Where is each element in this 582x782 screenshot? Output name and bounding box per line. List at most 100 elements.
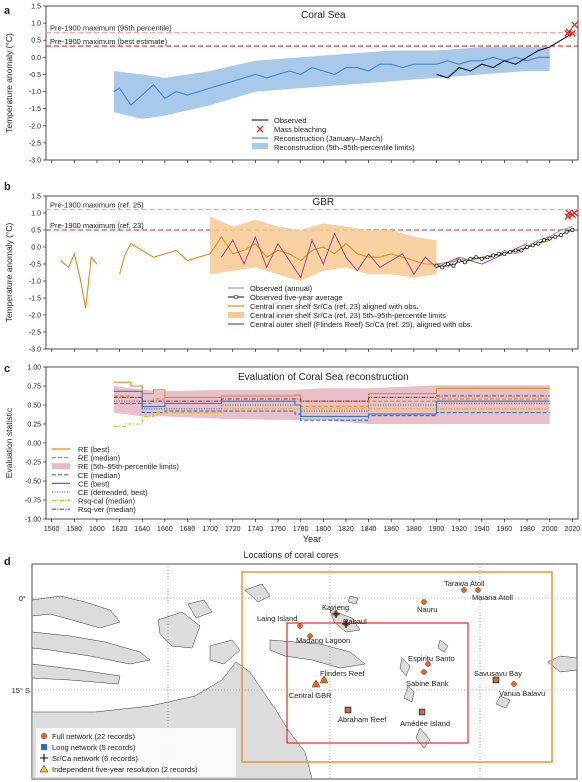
panel-title: GBR [312,197,334,208]
legend-label: RE (median) [78,454,121,463]
legend-key-srca [40,754,48,762]
y-tick-label: 0.00 [27,441,41,448]
five-year-point [485,255,490,260]
series-re-best- [113,381,550,402]
y-tick-label: 0.5 [31,38,41,45]
y-tick-label: -1.5 [29,296,41,303]
re-percentile-band [113,385,550,424]
land-mass [244,583,271,603]
x-tick-label: 2000 [542,526,558,533]
site-label: Laing Island [257,614,297,623]
site-label: Sabine Bank [406,679,449,688]
panel-letter: d [4,556,11,568]
srca-network-marker [332,610,340,618]
land-mass [31,631,151,665]
site-label: Maiana Atoll [472,593,513,602]
x-tick-label: 1960 [497,526,513,533]
series-re-median- [113,395,550,408]
y-tick-label: 0.5 [31,228,41,235]
site-label: Tarawa Atoll [444,579,485,588]
map-panel: 0° 15° S Tarawa Atoll Maiana Atoll Nauru Kavi… [12,563,578,780]
site-label: Vanua Balavu [499,689,545,698]
five-year-point [547,236,552,241]
series-ce-median- [113,402,550,421]
land-mass [31,663,121,685]
full-network-site [419,709,425,715]
y-tick-label: -1.0 [29,89,41,96]
lat-label-15s: 15° S [12,686,30,695]
y-tick-label: -1.5 [29,106,41,113]
lat-label-equator: 0° [19,594,26,603]
plot-frame-a [45,5,579,161]
legend-label: Sr/Ca network (6 records) [52,754,138,763]
five-year-point [462,260,467,265]
legend-key-inner-band [228,312,244,318]
x-tick-label: 1600 [89,526,105,533]
five-year-point [536,241,541,246]
y-tick-label: -3.0 [29,158,41,165]
legend-label: Full network (22 records) [52,732,135,741]
five-year-point [474,255,479,260]
site-label: Espiritu Santo [408,654,455,663]
x-tick-label: 1720 [225,526,241,533]
x-tick-label: 1680 [180,526,196,533]
full-network-site [421,599,427,605]
site-label: Madang Lagoon [296,636,350,645]
x-axis-label: Year [303,534,321,544]
x-tick-label: 1920 [451,526,467,533]
panel-letter: b [4,181,11,193]
y-tick-label: 0.0 [31,245,41,252]
y-tick-label: -2.5 [29,140,41,147]
five-year-point [479,256,484,261]
five-year-point [445,262,450,266]
y-tick-label: 1.00 [27,365,41,372]
legend-label: Independent five-year resolution (2 reco… [52,765,198,774]
legend-label: Observed (annual) [250,284,313,293]
site-label: Amédée Island [400,719,450,728]
full-network-site [321,677,327,683]
y-axis-label: Temperature anomaly (°C) [4,33,14,133]
x-tick-label: 1760 [270,526,286,533]
panel-letter: a [4,5,11,17]
panel-title: Coral Sea [301,10,346,21]
pre1900-ref25-label: Pre-1900 maximum (ref. 25) [50,201,144,210]
mass-bleaching-marker [571,21,579,29]
x-tick-label: 1840 [361,526,377,533]
five-year-point [440,265,445,270]
legend-key-bleaching [256,125,264,133]
series-rsq-cal-median- [113,408,550,427]
x-tick-label: 1740 [248,526,264,533]
legend-label: CE (median) [78,471,121,480]
five-year-point [525,245,530,249]
y-tick-label: 0.75 [27,384,41,391]
legend-key-independent [39,764,49,773]
legend-label: Observed [274,116,307,125]
x-tick-label: 1580 [67,526,83,533]
coral-sea-domain-box [286,622,469,744]
outer-shelf-line [221,232,528,279]
full-network-site [511,681,517,687]
five-year-point [519,248,524,253]
legend-key-band [252,143,268,149]
legend-label: Mass bleaching [274,125,326,134]
x-tick-label: 1700 [202,526,218,533]
panel-title: Locations of coral cores [243,550,339,560]
y-tick-label: 1.5 [31,4,41,11]
full-network-site [345,707,351,713]
site-label: Flinders Reef [320,669,366,678]
y-tick-label: 0.25 [27,422,41,429]
full-network-domain-box [241,571,553,763]
mass-bleaching-marker [565,209,573,217]
x-tick-label: 1860 [383,526,399,533]
pre1900-best-label: Pre-1900 maximum (best estimate) [50,37,168,46]
x-tick-label: 1900 [429,526,445,533]
legend-label: Reconstruction (January–March) [274,134,383,143]
x-tick-label: 1880 [406,526,422,533]
panel-title: Evaluation of Coral Sea reconstruction [238,372,409,383]
five-year-point [434,263,439,268]
x-tick-label: 1940 [474,526,490,533]
map-legend-box [36,728,236,777]
y-tick-label: -0.25 [25,460,41,467]
series-rsq-ver-median- [113,395,550,402]
series-ce-best- [113,390,550,417]
